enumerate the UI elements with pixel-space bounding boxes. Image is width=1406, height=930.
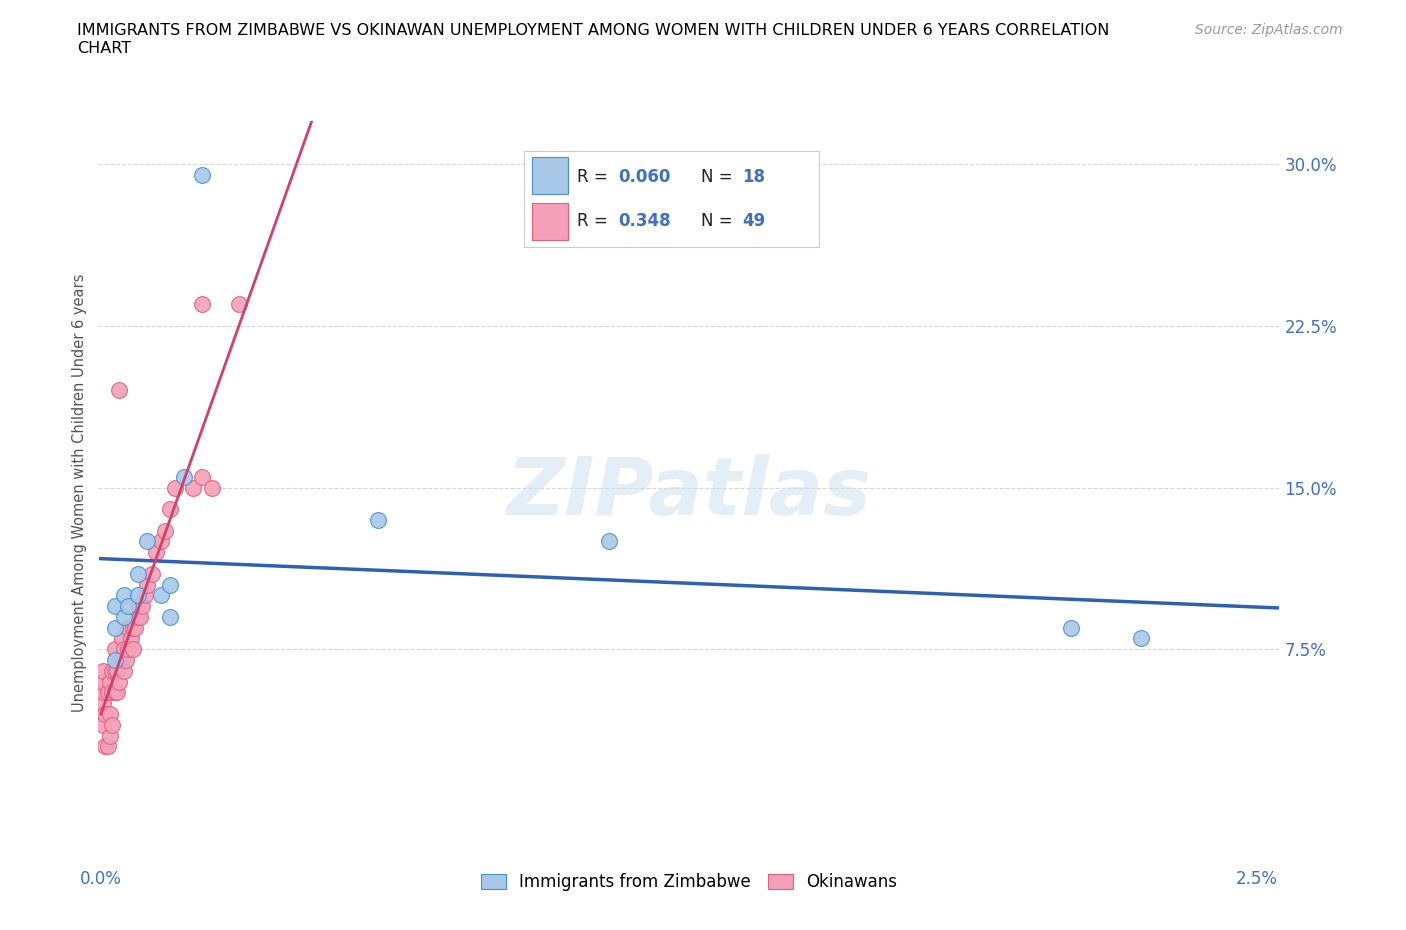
- Point: [228, 297, 250, 312]
- Point: [97, 738, 120, 753]
- Point: [1060, 620, 1083, 635]
- Text: Source: ZipAtlas.com: Source: ZipAtlas.com: [1195, 23, 1343, 37]
- Point: [598, 534, 620, 549]
- Point: [129, 609, 152, 624]
- Point: [101, 684, 124, 699]
- Point: [110, 631, 132, 646]
- Point: [104, 599, 127, 614]
- Point: [108, 653, 131, 668]
- Point: [124, 620, 146, 635]
- Point: [97, 684, 120, 699]
- Point: [134, 588, 156, 603]
- Point: [105, 663, 128, 678]
- Point: [94, 707, 117, 722]
- Point: [127, 609, 149, 624]
- Point: [104, 684, 127, 699]
- Legend: Immigrants from Zimbabwe, Okinawans: Immigrants from Zimbabwe, Okinawans: [474, 866, 904, 897]
- Point: [1129, 631, 1152, 646]
- Point: [98, 674, 121, 689]
- Point: [141, 566, 163, 581]
- Point: [101, 717, 124, 732]
- Point: [173, 470, 195, 485]
- Point: [159, 578, 181, 592]
- Point: [104, 653, 127, 668]
- Point: [131, 599, 153, 614]
- Point: [367, 512, 389, 527]
- Point: [127, 588, 149, 603]
- Point: [127, 599, 149, 614]
- Point: [91, 674, 114, 689]
- Point: [155, 524, 177, 538]
- Point: [112, 663, 135, 678]
- Point: [108, 383, 131, 398]
- Point: [149, 534, 172, 549]
- Point: [112, 609, 135, 624]
- Point: [105, 684, 128, 699]
- Text: ZIPatlas: ZIPatlas: [506, 454, 872, 532]
- Point: [101, 663, 124, 678]
- Point: [115, 653, 138, 668]
- Point: [159, 501, 181, 516]
- Point: [104, 620, 127, 635]
- Point: [91, 663, 114, 678]
- Point: [117, 642, 139, 657]
- Point: [104, 642, 127, 657]
- Point: [120, 631, 142, 646]
- Point: [163, 480, 186, 495]
- Point: [94, 738, 117, 753]
- Y-axis label: Unemployment Among Women with Children Under 6 years: Unemployment Among Women with Children U…: [72, 273, 87, 712]
- Point: [98, 707, 121, 722]
- Text: IMMIGRANTS FROM ZIMBABWE VS OKINAWAN UNEMPLOYMENT AMONG WOMEN WITH CHILDREN UNDE: IMMIGRANTS FROM ZIMBABWE VS OKINAWAN UNE…: [77, 23, 1109, 56]
- Point: [91, 684, 114, 699]
- Point: [112, 642, 135, 657]
- Point: [110, 653, 132, 668]
- Point: [201, 480, 224, 495]
- Point: [91, 696, 114, 711]
- Point: [117, 599, 139, 614]
- Point: [159, 609, 181, 624]
- Point: [117, 620, 139, 635]
- Point: [112, 588, 135, 603]
- Point: [104, 663, 127, 678]
- Point: [181, 480, 204, 495]
- Point: [145, 545, 167, 560]
- Point: [136, 534, 159, 549]
- Point: [91, 717, 114, 732]
- Point: [108, 674, 131, 689]
- Point: [191, 167, 214, 182]
- Point: [122, 642, 145, 657]
- Point: [98, 728, 121, 743]
- Point: [191, 470, 214, 485]
- Point: [136, 578, 159, 592]
- Point: [149, 588, 172, 603]
- Point: [122, 620, 145, 635]
- Point: [127, 566, 149, 581]
- Point: [191, 297, 214, 312]
